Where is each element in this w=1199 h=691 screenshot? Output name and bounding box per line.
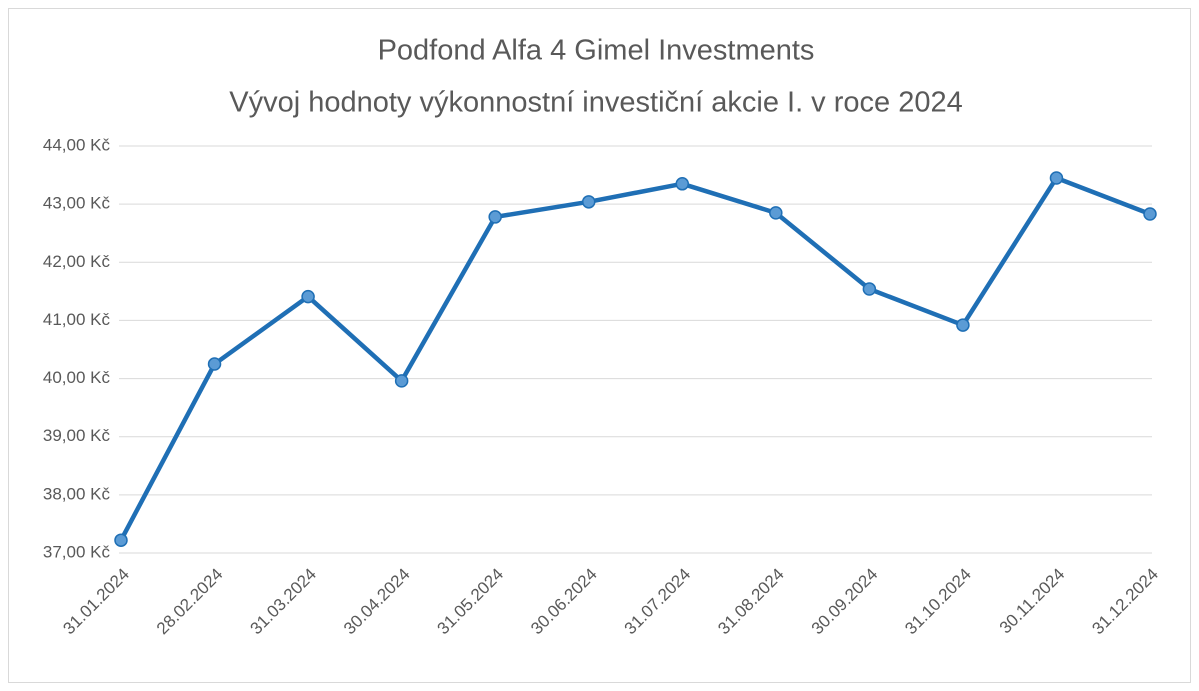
y-tick-label: 37,00 Kč xyxy=(43,542,111,561)
point-marker xyxy=(488,210,502,224)
y-tick-label: 41,00 Kč xyxy=(43,310,111,329)
point-marker xyxy=(1049,171,1064,185)
point-marker xyxy=(956,318,970,332)
y-tick-label: 38,00 Kč xyxy=(43,484,111,503)
y-tick-label: 39,00 Kč xyxy=(43,426,111,445)
point-marker xyxy=(862,282,877,296)
point-marker xyxy=(301,289,315,304)
chart-subtitle: Vývoj hodnoty výkonnostní investiční akc… xyxy=(229,87,962,119)
point-marker xyxy=(769,206,783,220)
point-marker xyxy=(1143,207,1157,221)
y-tick-label: 43,00 Kč xyxy=(43,194,111,213)
point-marker xyxy=(581,195,596,209)
point-marker xyxy=(207,357,222,371)
series-line xyxy=(119,175,1151,542)
y-tick-label: 44,00 Kč xyxy=(43,135,111,154)
y-tick-label: 40,00 Kč xyxy=(43,368,111,387)
chart-title: Podfond Alfa 4 Gimel Investments xyxy=(378,35,815,67)
chart-border xyxy=(8,8,1191,683)
point-marker xyxy=(394,374,409,388)
y-tick-label: 42,00 Kč xyxy=(43,252,111,271)
point-marker xyxy=(675,177,690,191)
point-marker xyxy=(114,533,128,547)
